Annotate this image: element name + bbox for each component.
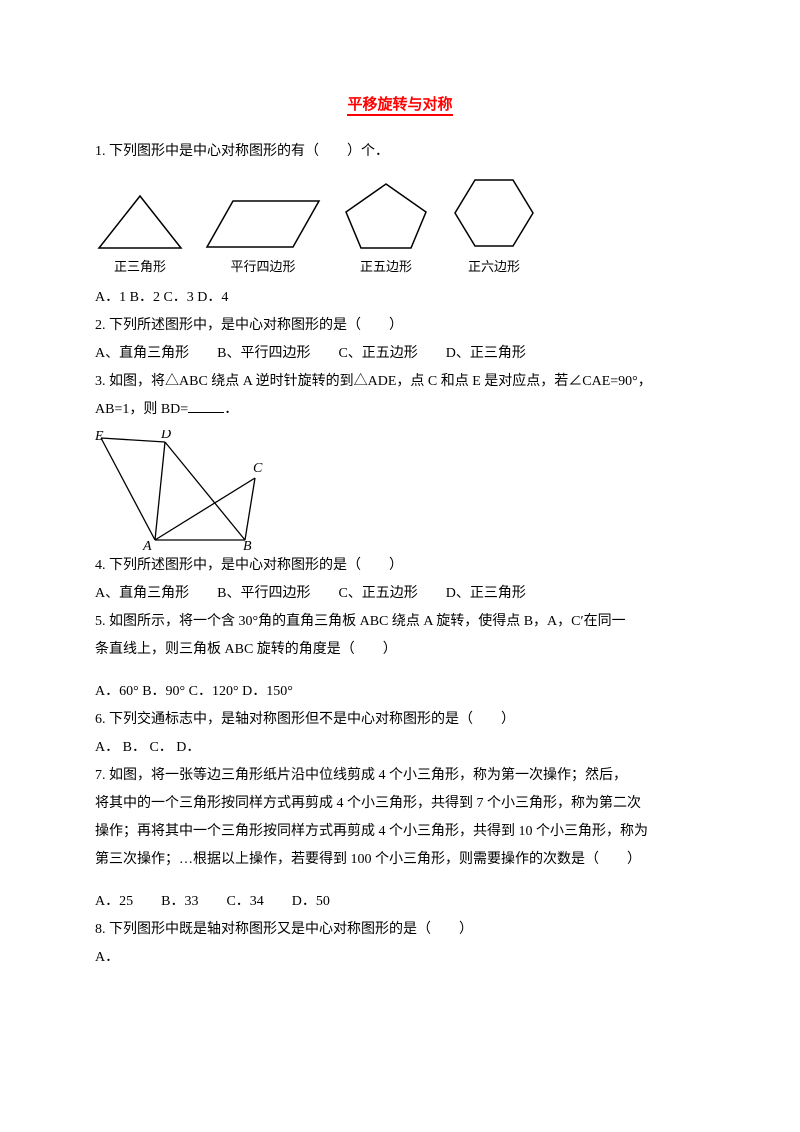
q8-optA: A． [95, 944, 705, 972]
q6-options: A． B． C． D． [95, 734, 705, 762]
q7-line4: 第三次操作；…根据以上操作，若要得到 100 个小三角形，则需要操作的次数是（ … [95, 846, 705, 874]
q2-stem: 2. 下列所述图形中，是中心对称图形的是（ ） [95, 312, 705, 340]
shape-triangle: 正三角形 [95, 192, 185, 280]
q3-line2-after: ． [224, 402, 238, 417]
page-title-wrap: 平移旋转与对称 [95, 90, 705, 120]
q7-line3: 操作；再将其中一个三角形按同样方式再剪成 4 个小三角形，共得到 10 个小三角… [95, 818, 705, 846]
q5-options: A．60° B．90° C．120° D．150° [95, 678, 705, 706]
q2-options: A、直角三角形 B、平行四边形 C、正五边形 D、正三角形 [95, 340, 705, 368]
svg-text:E: E [95, 430, 104, 444]
pentagon-icon [341, 180, 431, 252]
q3-diagram: E D C A B [95, 430, 705, 550]
shape-pentagon-label: 正五边形 [360, 254, 412, 280]
shape-hexagon: 正六边形 [449, 174, 539, 280]
q3-geometry-icon: E D C A B [95, 430, 280, 550]
shape-triangle-label: 正三角形 [114, 254, 166, 280]
q7-line1: 7. 如图，将一张等边三角形纸片沿中位线剪成 4 个小三角形，称为第一次操作；然… [95, 762, 705, 790]
parallelogram-icon [203, 197, 323, 252]
fill-blank [188, 412, 224, 413]
shape-parallelogram-label: 平行四边形 [230, 254, 295, 280]
q6-stem: 6. 下列交通标志中，是轴对称图形但不是中心对称图形的是（ ） [95, 706, 705, 734]
page-title: 平移旋转与对称 [347, 97, 452, 116]
q4-stem: 4. 下列所述图形中，是中心对称图形的是（ ） [95, 552, 705, 580]
svg-text:C: C [253, 461, 263, 476]
q5-line2: 条直线上，则三角板 ABC 旋转的角度是（ ） [95, 636, 705, 664]
q3-line1: 3. 如图，将△ABC 绕点 A 逆时针旋转的到△ADE，点 C 和点 E 是对… [95, 368, 705, 396]
svg-text:B: B [243, 539, 252, 550]
svg-text:A: A [142, 539, 152, 550]
q4-options: A、直角三角形 B、平行四边形 C、正五边形 D、正三角形 [95, 580, 705, 608]
q3-line2-before: AB=1，则 BD= [95, 402, 188, 417]
q1-shapes: 正三角形 平行四边形 正五边形 正六边形 [95, 174, 705, 280]
q1-stem: 1. 下列图形中是中心对称图形的有（ ）个． [95, 138, 705, 166]
shape-hexagon-label: 正六边形 [468, 254, 520, 280]
q8-stem: 8. 下列图形中既是轴对称图形又是中心对称图形的是（ ） [95, 916, 705, 944]
shape-pentagon: 正五边形 [341, 180, 431, 280]
triangle-icon [95, 192, 185, 252]
page: 平移旋转与对称 1. 下列图形中是中心对称图形的有（ ）个． 正三角形 平行四边… [0, 0, 800, 1032]
svg-text:D: D [160, 430, 171, 442]
q1-options: A．1 B．2 C．3 D．4 [95, 284, 705, 312]
q3-line2: AB=1，则 BD= ． [95, 396, 705, 424]
q7-options: A．25 B．33 C．34 D．50 [95, 888, 705, 916]
q5-line1: 5. 如图所示，将一个含 30°角的直角三角板 ABC 绕点 A 旋转，使得点 … [95, 608, 705, 636]
q7-line2: 将其中的一个三角形按同样方式再剪成 4 个小三角形，共得到 7 个小三角形，称为… [95, 790, 705, 818]
shape-parallelogram: 平行四边形 [203, 197, 323, 280]
hexagon-icon [449, 174, 539, 252]
